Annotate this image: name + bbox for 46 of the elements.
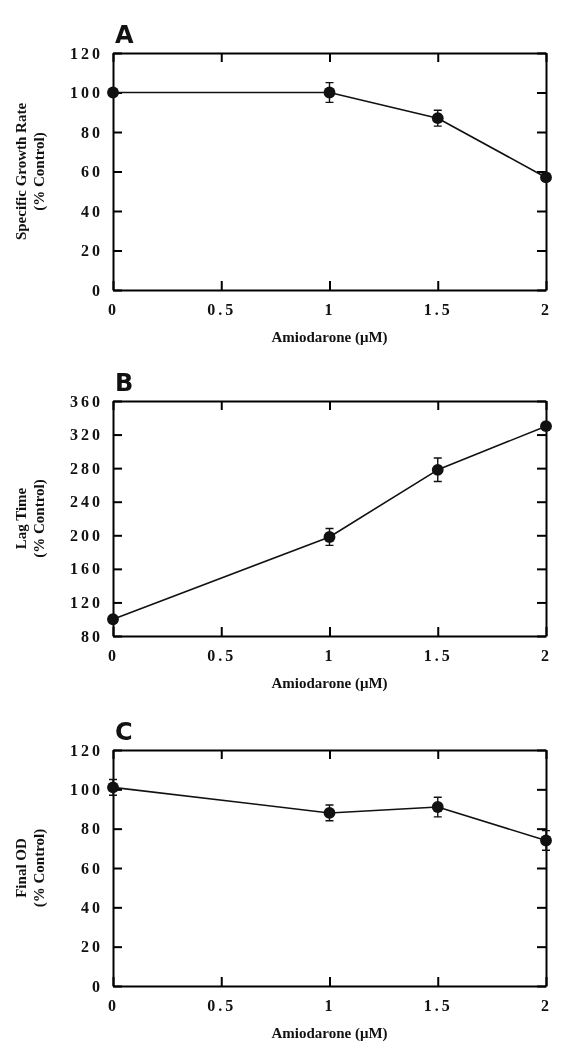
y-tick-label: 40 <box>81 898 103 916</box>
x-tick-label: 0.5 <box>207 997 237 1015</box>
x-tick-label: 1.5 <box>423 997 453 1015</box>
y-tick-label: 240 <box>70 493 103 511</box>
x-tick-label: 1.5 <box>423 301 453 319</box>
y-tick-label: 120 <box>70 594 103 612</box>
x-tick-label: 2 <box>541 301 552 319</box>
x-axis-title: Amiodarone (μM) <box>271 1025 388 1042</box>
y-axis-title: Specific Growth Rate (% Control) <box>13 102 48 241</box>
y-tick-label: 20 <box>81 242 103 260</box>
x-tick-label: 0.5 <box>207 301 237 319</box>
x-tick-label: 0.5 <box>207 647 237 665</box>
x-tick-label: 1 <box>324 997 336 1015</box>
x-tick-label: 0 <box>108 647 119 665</box>
chart-title: B <box>115 369 134 397</box>
x-axis-title: Amiodarone (μM) <box>271 675 388 692</box>
y-tick-label: 60 <box>81 163 103 181</box>
y-tick-label: 0 <box>92 281 103 299</box>
y-tick-label: 280 <box>70 459 103 477</box>
y-tick-label: 40 <box>81 202 103 220</box>
y-tick-label: 320 <box>70 426 103 444</box>
y-tick-label: 360 <box>70 392 103 410</box>
y-tick-label: 80 <box>81 820 103 838</box>
y-tick-label: 0 <box>92 977 103 995</box>
y-tick-label: 60 <box>81 859 103 877</box>
x-tick-label: 0 <box>108 301 119 319</box>
x-tick-label: 2 <box>541 647 552 665</box>
y-tick-label: 160 <box>70 560 103 578</box>
y-tick-label: 100 <box>70 84 103 102</box>
x-axis-title: Amiodarone (μM) <box>271 329 388 346</box>
y-tick-label: 200 <box>70 526 103 544</box>
chart-title: A <box>115 21 134 49</box>
y-tick-label: 120 <box>70 741 103 759</box>
y-axis-title: Final OD (% Control) <box>13 828 48 908</box>
y-tick-label: 100 <box>70 780 103 798</box>
x-tick-label: 1 <box>324 647 336 665</box>
chart-title: C <box>115 718 133 746</box>
x-tick-label: 2 <box>541 997 552 1015</box>
y-tick-label: 20 <box>81 938 103 956</box>
y-tick-label: 80 <box>81 123 103 141</box>
x-tick-label: 1.5 <box>423 647 453 665</box>
x-tick-label: 0 <box>108 997 119 1015</box>
y-tick-label: 80 <box>81 627 103 645</box>
y-tick-label: 120 <box>70 44 103 62</box>
y-axis-title: Lag Time (% Control) <box>13 479 48 558</box>
x-tick-label: 1 <box>324 301 336 319</box>
